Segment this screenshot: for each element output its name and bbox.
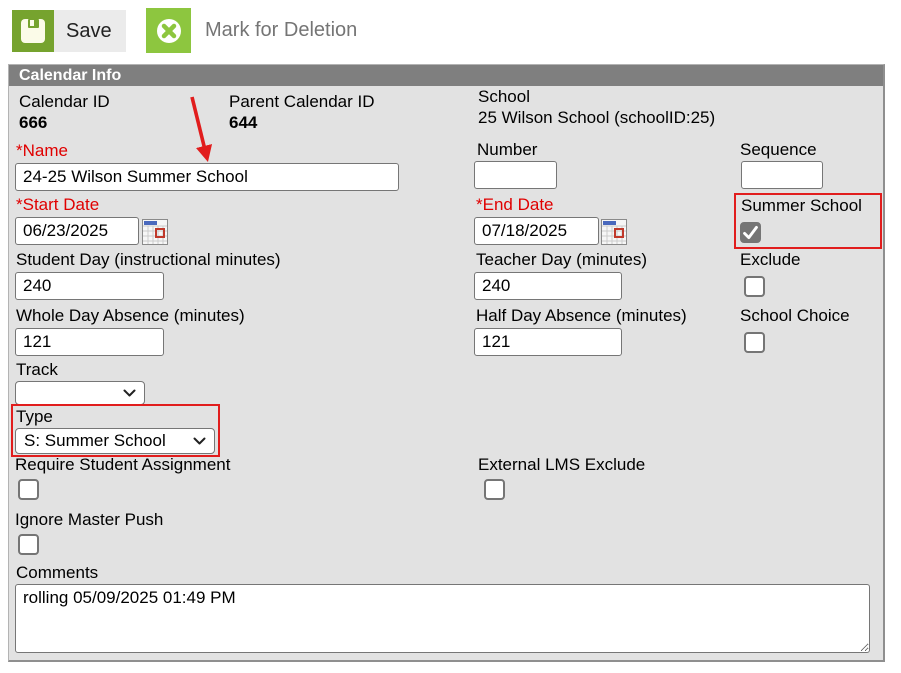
panel-title: Calendar Info bbox=[9, 65, 883, 86]
mark-for-deletion-button[interactable]: Mark for Deletion bbox=[146, 8, 357, 53]
end-date-label: *End Date bbox=[476, 195, 554, 214]
sequence-label: Sequence bbox=[740, 140, 817, 159]
end-date-calendar-button[interactable] bbox=[601, 219, 627, 245]
save-button[interactable]: Save bbox=[12, 10, 126, 52]
x-circle-icon bbox=[146, 8, 191, 53]
start-date-input[interactable] bbox=[15, 217, 139, 245]
exclude-label: Exclude bbox=[740, 250, 801, 269]
ignore-master-push-label: Ignore Master Push bbox=[15, 510, 164, 529]
mark-for-deletion-label: Mark for Deletion bbox=[205, 19, 358, 41]
calendar-info-panel: Calendar Info Calendar ID 666 Parent Cal… bbox=[8, 64, 885, 662]
type-label: Type bbox=[16, 407, 53, 426]
save-button-label: Save bbox=[54, 10, 126, 52]
chevron-down-icon bbox=[193, 437, 206, 445]
half-day-absence-input[interactable] bbox=[474, 328, 622, 356]
require-student-assignment-checkbox[interactable] bbox=[18, 479, 39, 500]
school-value: 25 Wilson School (schoolID:25) bbox=[478, 108, 716, 127]
floppy-disk-icon bbox=[12, 10, 54, 52]
calendar-id-label: Calendar ID bbox=[19, 92, 110, 111]
start-date-calendar-button[interactable] bbox=[142, 219, 168, 245]
school-choice-checkbox[interactable] bbox=[744, 332, 765, 353]
summer-school-checkbox[interactable] bbox=[740, 222, 761, 243]
number-input[interactable] bbox=[474, 161, 557, 189]
calendar-icon bbox=[142, 219, 168, 245]
ignore-master-push-checkbox[interactable] bbox=[18, 534, 39, 555]
external-lms-exclude-checkbox[interactable] bbox=[484, 479, 505, 500]
type-select-value: S: Summer School bbox=[24, 431, 166, 450]
sequence-input[interactable] bbox=[741, 161, 823, 189]
track-label: Track bbox=[16, 360, 58, 379]
number-label: Number bbox=[477, 140, 538, 159]
exclude-checkbox[interactable] bbox=[744, 276, 765, 297]
toolbar: Save Mark for Deletion bbox=[0, 0, 901, 63]
name-input[interactable] bbox=[15, 163, 399, 191]
student-day-input[interactable] bbox=[15, 272, 164, 300]
comments-textarea[interactable]: rolling 05/09/2025 01:49 PM bbox=[15, 584, 870, 653]
teacher-day-input[interactable] bbox=[474, 272, 622, 300]
chevron-down-icon bbox=[123, 389, 136, 397]
external-lms-exclude-label: External LMS Exclude bbox=[478, 455, 646, 474]
calendar-icon bbox=[601, 219, 627, 245]
track-select[interactable] bbox=[15, 381, 145, 405]
summer-school-label: Summer School bbox=[741, 196, 862, 215]
teacher-day-label: Teacher Day (minutes) bbox=[476, 250, 648, 269]
name-label: *Name bbox=[16, 141, 68, 160]
end-date-input[interactable] bbox=[474, 217, 599, 245]
student-day-label: Student Day (instructional minutes) bbox=[16, 250, 281, 269]
comments-label: Comments bbox=[16, 563, 99, 582]
half-day-absence-label: Half Day Absence (minutes) bbox=[476, 306, 687, 325]
require-student-assignment-label: Require Student Assignment bbox=[15, 455, 231, 474]
school-choice-label: School Choice bbox=[740, 306, 850, 325]
parent-calendar-id-label: Parent Calendar ID bbox=[229, 92, 375, 111]
parent-calendar-id-value: 644 bbox=[229, 113, 258, 132]
calendar-id-value: 666 bbox=[19, 113, 48, 132]
type-select[interactable]: S: Summer School bbox=[15, 428, 215, 454]
school-label: School bbox=[478, 87, 530, 106]
whole-day-absence-input[interactable] bbox=[15, 328, 164, 356]
whole-day-absence-label: Whole Day Absence (minutes) bbox=[16, 306, 245, 325]
start-date-label: *Start Date bbox=[16, 195, 100, 214]
checkmark-icon bbox=[743, 225, 758, 240]
